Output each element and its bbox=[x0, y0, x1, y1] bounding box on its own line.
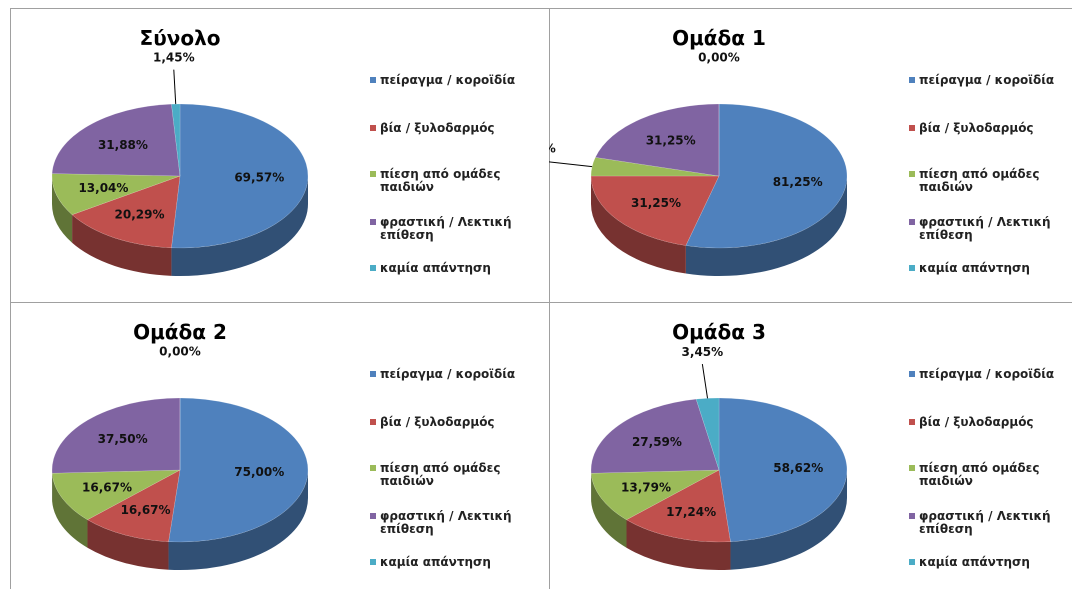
legend-label: φραστική / Λεκτική επίθεση bbox=[380, 215, 512, 242]
legend-item: πείραγμα / κοροϊδία bbox=[370, 368, 550, 381]
legend-swatch bbox=[909, 171, 915, 177]
legend-label: φραστική / Λεκτική επίθεση bbox=[380, 509, 512, 536]
legend-label: καμία απάντηση bbox=[380, 555, 491, 569]
data-label: 81,25% bbox=[773, 175, 823, 189]
data-label: 6,25% bbox=[549, 141, 556, 155]
legend-label: βία / ξυλοδαρμός bbox=[380, 415, 495, 429]
legend-swatch bbox=[370, 265, 376, 271]
chart-title: Ομάδα 3 bbox=[672, 320, 766, 344]
leader-line bbox=[549, 160, 592, 166]
legend-item: φραστική / Λεκτική επίθεση bbox=[909, 510, 1072, 536]
chart-title: Σύνολο bbox=[140, 26, 221, 50]
data-label: 13,04% bbox=[78, 181, 128, 195]
legend-swatch bbox=[909, 77, 915, 83]
legend-swatch bbox=[909, 371, 915, 377]
legend-label: πίεση από ομάδες παιδιών bbox=[380, 461, 500, 488]
legend-swatch bbox=[909, 265, 915, 271]
legend-label: πείραγμα / κοροϊδία bbox=[919, 73, 1054, 87]
legend-item: φραστική / Λεκτική επίθεση bbox=[909, 216, 1072, 242]
legend-label: πείραγμα / κοροϊδία bbox=[919, 367, 1054, 381]
legend-swatch bbox=[370, 77, 376, 83]
legend-swatch bbox=[370, 171, 376, 177]
chart-panel: Ομάδα 1 81,25% 31,25% 6,25% 31,25% 0,00% πείρα… bbox=[549, 8, 1072, 302]
chart-panel: Σύνολο 69,57% 20,29% 13,04% 31,88% 1,45% πείρα… bbox=[10, 8, 549, 302]
legend-item: βία / ξυλοδαρμός bbox=[909, 416, 1072, 429]
legend-item: πίεση από ομάδες παιδιών bbox=[909, 168, 1072, 194]
legend-swatch bbox=[909, 125, 915, 131]
data-label: 27,59% bbox=[632, 435, 682, 449]
legend-label: βία / ξυλοδαρμός bbox=[919, 121, 1034, 135]
legend-item: καμία απάντηση bbox=[370, 556, 550, 569]
legend-item: καμία απάντηση bbox=[909, 556, 1072, 569]
data-label: 1,45% bbox=[153, 51, 195, 65]
data-label: 31,25% bbox=[646, 134, 696, 148]
legend-item: καμία απάντηση bbox=[370, 262, 550, 275]
legend-swatch bbox=[909, 559, 915, 565]
legend-swatch bbox=[909, 513, 915, 519]
chart-title: Ομάδα 1 bbox=[672, 26, 766, 50]
data-label: 69,57% bbox=[234, 170, 284, 184]
legend-swatch bbox=[370, 559, 376, 565]
data-label: 37,50% bbox=[98, 432, 148, 446]
legend-item: βία / ξυλοδαρμός bbox=[370, 416, 550, 429]
legend-item: πίεση από ομάδες παιδιών bbox=[909, 462, 1072, 488]
legend-item: φραστική / Λεκτική επίθεση bbox=[370, 216, 550, 242]
data-label: 0,00% bbox=[698, 51, 740, 65]
chart-title: Ομάδα 2 bbox=[133, 320, 227, 344]
legend-label: πείραγμα / κοροϊδία bbox=[380, 73, 515, 87]
legend-item: πείραγμα / κοροϊδία bbox=[909, 368, 1072, 381]
legend-label: πίεση από ομάδες παιδιών bbox=[919, 461, 1039, 488]
data-label: 16,67% bbox=[82, 481, 132, 495]
legend-item: βία / ξυλοδαρμός bbox=[370, 122, 550, 135]
legend-swatch bbox=[909, 219, 915, 225]
legend-swatch bbox=[909, 465, 915, 471]
data-label: 3,45% bbox=[682, 345, 724, 359]
chart: Ομάδα 2 75,00% 16,67% 16,67% 37,50% 0,00% bbox=[10, 302, 549, 596]
chart: Ομάδα 3 58,62% 17,24% 13,79% 27,59% 3,45% bbox=[549, 302, 1072, 596]
data-label: 75,00% bbox=[234, 465, 284, 479]
legend-item: πίεση από ομάδες παιδιών bbox=[370, 462, 550, 488]
chart: Ομάδα 1 81,25% 31,25% 6,25% 31,25% 0,00% bbox=[549, 8, 1072, 302]
legend-item: φραστική / Λεκτική επίθεση bbox=[370, 510, 550, 536]
data-label: 0,00% bbox=[159, 345, 201, 359]
data-label: 31,25% bbox=[631, 196, 681, 210]
legend-item: πίεση από ομάδες παιδιών bbox=[370, 168, 550, 194]
legend-item: πείραγμα / κοροϊδία bbox=[909, 74, 1072, 87]
legend-swatch bbox=[370, 125, 376, 131]
legend-swatch bbox=[370, 513, 376, 519]
legend-item: πείραγμα / κοροϊδία bbox=[370, 74, 550, 87]
legend-swatch bbox=[370, 371, 376, 377]
data-label: 58,62% bbox=[773, 461, 823, 475]
leader-line bbox=[174, 70, 176, 104]
legend-swatch bbox=[370, 465, 376, 471]
chart-panel: Ομάδα 3 58,62% 17,24% 13,79% 27,59% 3,45% πείρ… bbox=[549, 302, 1072, 596]
data-label: 16,67% bbox=[121, 503, 171, 517]
legend-label: πίεση από ομάδες παιδιών bbox=[380, 167, 500, 194]
legend-label: φραστική / Λεκτική επίθεση bbox=[919, 215, 1051, 242]
legend-swatch bbox=[370, 419, 376, 425]
data-label: 20,29% bbox=[115, 207, 165, 221]
data-label: 13,79% bbox=[621, 481, 671, 495]
legend-label: πείραγμα / κοροϊδία bbox=[380, 367, 515, 381]
chart-panel: Ομάδα 2 75,00% 16,67% 16,67% 37,50% 0,00% πείρ… bbox=[10, 302, 549, 596]
legend-label: καμία απάντηση bbox=[919, 555, 1030, 569]
legend-label: καμία απάντηση bbox=[380, 261, 491, 275]
legend-item: βία / ξυλοδαρμός bbox=[909, 122, 1072, 135]
data-label: 17,24% bbox=[666, 505, 716, 519]
legend-swatch bbox=[909, 419, 915, 425]
legend-label: καμία απάντηση bbox=[919, 261, 1030, 275]
legend-swatch bbox=[370, 219, 376, 225]
legend-item: καμία απάντηση bbox=[909, 262, 1072, 275]
legend-label: βία / ξυλοδαρμός bbox=[919, 415, 1034, 429]
legend-label: βία / ξυλοδαρμός bbox=[380, 121, 495, 135]
data-label: 31,88% bbox=[98, 138, 148, 152]
legend-label: πίεση από ομάδες παιδιών bbox=[919, 167, 1039, 194]
legend-label: φραστική / Λεκτική επίθεση bbox=[919, 509, 1051, 536]
chart: Σύνολο 69,57% 20,29% 13,04% 31,88% 1,45% bbox=[10, 8, 549, 302]
leader-line bbox=[702, 364, 707, 398]
